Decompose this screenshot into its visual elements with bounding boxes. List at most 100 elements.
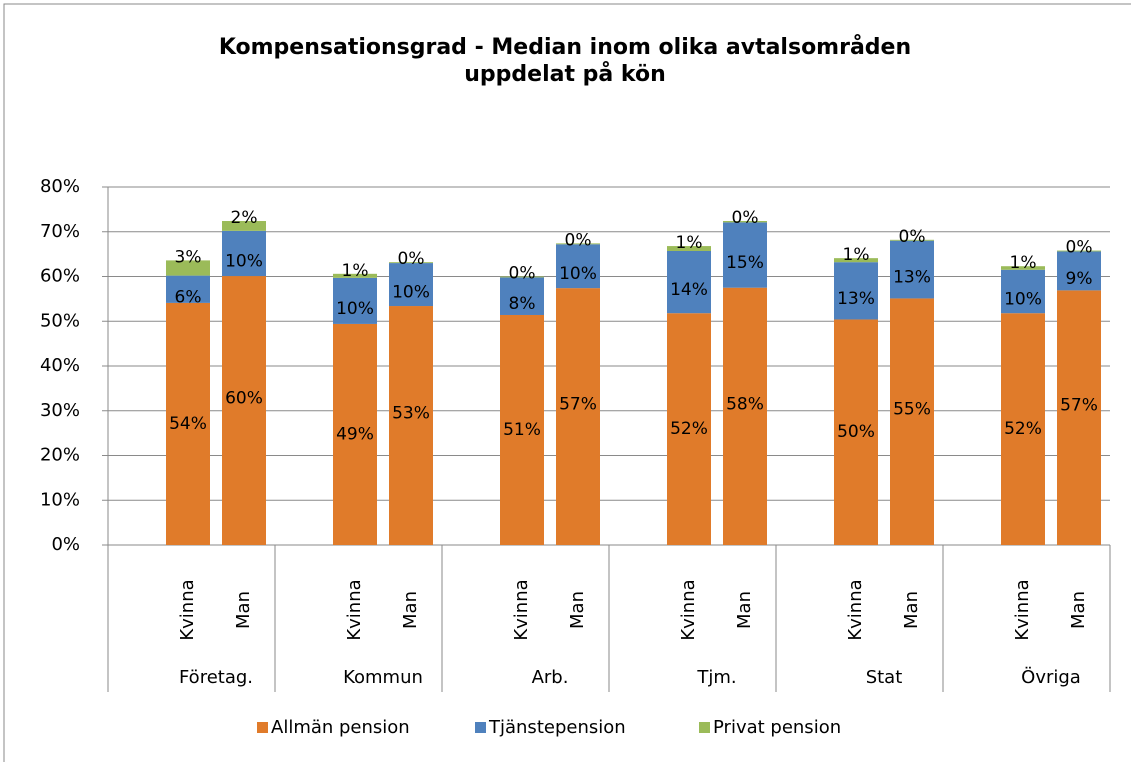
data-label: 51% <box>503 420 541 440</box>
data-label: 6% <box>175 287 202 307</box>
bar-segment <box>556 244 600 289</box>
y-tick-label: 30% <box>40 400 80 421</box>
bar-segment <box>389 263 433 307</box>
bar-segment <box>500 314 544 545</box>
legend-label: Allmän pension <box>271 717 410 738</box>
data-label: 0% <box>732 208 759 228</box>
x-tick-label: Man <box>734 591 755 629</box>
bar-segment <box>1057 250 1101 252</box>
data-label: 0% <box>1066 238 1093 258</box>
bar-segment <box>723 287 767 545</box>
data-label: 8% <box>509 294 536 314</box>
data-label: 9% <box>1066 269 1093 289</box>
bar-segment <box>166 275 210 303</box>
x-tick-label: Kvinna <box>344 579 365 640</box>
bar-segment <box>222 221 266 231</box>
y-tick-label: 20% <box>40 445 80 466</box>
bar-segment <box>1001 269 1045 314</box>
y-tick-label: 50% <box>40 310 80 331</box>
data-label: 49% <box>336 424 374 444</box>
data-label: 58% <box>726 394 764 414</box>
x-tick-label: Kvinna <box>678 579 699 640</box>
group-label: Arb. <box>532 667 569 688</box>
data-label: 3% <box>175 247 202 267</box>
data-label: 52% <box>1004 419 1042 439</box>
bar-segment <box>166 260 210 276</box>
y-tick-label: 40% <box>40 355 80 376</box>
bar-segment <box>723 222 767 288</box>
data-label: 10% <box>225 251 263 271</box>
bar-segment <box>500 277 544 315</box>
data-label: 2% <box>231 208 258 228</box>
bar-segment <box>1001 313 1045 545</box>
data-label: 0% <box>509 264 536 284</box>
data-label: 55% <box>893 400 931 420</box>
y-tick-label: 80% <box>40 176 80 197</box>
bar-segment <box>834 319 878 545</box>
y-tick-label: 60% <box>40 266 80 287</box>
data-label: 52% <box>670 419 708 439</box>
data-label: 0% <box>398 249 425 269</box>
data-label: 15% <box>726 253 764 273</box>
x-tick-label: Kvinna <box>177 579 198 640</box>
data-label: 10% <box>392 283 430 303</box>
data-label: 57% <box>1060 396 1098 416</box>
bar-segment <box>333 273 377 278</box>
data-label: 1% <box>1010 253 1037 273</box>
bar-segment <box>222 276 266 545</box>
group-label: Tjm. <box>696 667 736 688</box>
data-label: 10% <box>559 264 597 284</box>
data-label: 1% <box>676 233 703 253</box>
bar-segment <box>834 258 878 263</box>
group-label: Stat <box>866 667 903 688</box>
bar-segment <box>166 302 210 545</box>
chart-border <box>3 3 1131 762</box>
bar-segment <box>389 306 433 545</box>
legend-label: Privat pension <box>713 717 841 738</box>
data-label: 1% <box>342 261 369 281</box>
legend-label: Tjänstepension <box>488 717 626 738</box>
bar-segment <box>667 246 711 251</box>
bar-segment <box>1057 251 1101 291</box>
bar-segment <box>500 276 544 278</box>
data-label: 50% <box>837 422 875 442</box>
bar-segment <box>834 262 878 320</box>
legend-swatch <box>475 722 486 733</box>
group-label: Övriga <box>1021 666 1081 688</box>
legend-swatch <box>257 722 268 733</box>
y-tick-label: 0% <box>51 534 80 555</box>
bar-segment <box>333 277 377 324</box>
bar-segment <box>667 313 711 545</box>
data-label: 14% <box>670 280 708 300</box>
bar-segment <box>890 239 934 241</box>
group-label: Företag. <box>179 667 253 688</box>
data-label: 57% <box>559 395 597 415</box>
x-tick-label: Man <box>233 591 254 629</box>
legend-swatch <box>699 722 710 733</box>
bar-segment <box>890 240 934 299</box>
data-label: 10% <box>336 299 374 319</box>
bar-segment <box>723 221 767 223</box>
x-tick-label: Man <box>400 591 421 629</box>
data-label: 13% <box>893 268 931 288</box>
bar-segment <box>890 298 934 545</box>
data-label: 0% <box>565 230 592 250</box>
data-label: 1% <box>843 245 870 265</box>
bar-segment <box>222 230 266 277</box>
x-tick-label: Kvinna <box>511 579 532 640</box>
x-tick-label: Kvinna <box>1012 579 1033 640</box>
bar-segment <box>556 288 600 545</box>
data-label: 60% <box>225 389 263 409</box>
data-label: 10% <box>1004 289 1042 309</box>
bar-segment <box>667 250 711 314</box>
bar-segment <box>556 243 600 245</box>
chart-title: Kompensationsgrad - Median inom olika av… <box>218 35 912 87</box>
bar-segment <box>333 323 377 545</box>
data-label: 13% <box>837 289 875 309</box>
x-tick-label: Man <box>567 591 588 629</box>
group-label: Kommun <box>343 667 423 688</box>
data-label: 0% <box>899 227 926 247</box>
data-label: 54% <box>169 414 207 434</box>
